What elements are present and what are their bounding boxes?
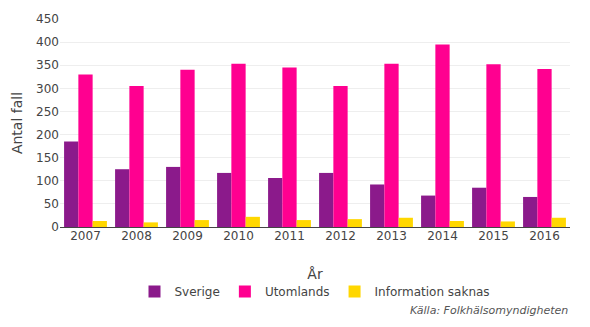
svg-text:Utomlands: Utomlands [265,285,330,299]
svg-text:2011: 2011 [274,229,305,243]
svg-text:350: 350 [36,58,59,72]
svg-text:2014: 2014 [427,229,458,243]
svg-text:150: 150 [36,151,59,165]
svg-text:Källa: Folkhälsomyndigheten: Källa: Folkhälsomyndigheten [410,304,568,317]
svg-text:Information saknas: Information saknas [375,285,490,299]
svg-text:2015: 2015 [478,229,509,243]
svg-text:Antal fall: Antal fall [9,92,25,154]
svg-text:450: 450 [36,12,59,26]
svg-text:400: 400 [36,35,59,49]
svg-text:300: 300 [36,82,59,96]
svg-text:200: 200 [36,128,59,142]
svg-text:0: 0 [51,220,59,234]
svg-text:50: 50 [44,197,59,211]
svg-text:2008: 2008 [121,229,152,243]
svg-text:2010: 2010 [223,229,254,243]
svg-text:2007: 2007 [70,229,101,243]
svg-text:250: 250 [36,105,59,119]
svg-text:Sverige: Sverige [175,285,220,299]
svg-text:År: År [307,266,323,282]
svg-text:2012: 2012 [325,229,356,243]
svg-text:100: 100 [36,174,59,188]
svg-text:2016: 2016 [529,229,560,243]
svg-text:2013: 2013 [376,229,407,243]
svg-text:2009: 2009 [172,229,203,243]
